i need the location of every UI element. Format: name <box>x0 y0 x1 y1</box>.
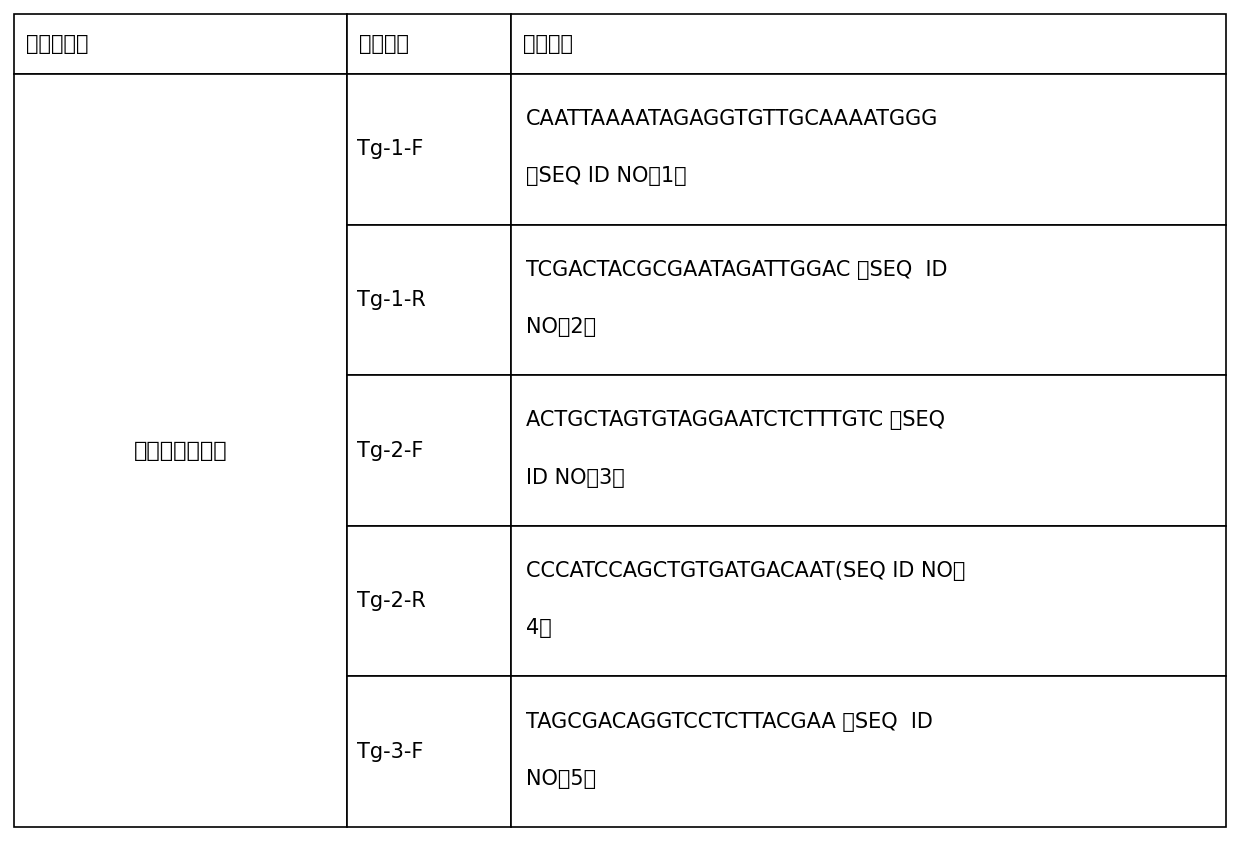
Text: 靶标病原体: 靶标病原体 <box>26 34 88 54</box>
Text: 引物序列: 引物序列 <box>523 34 573 54</box>
Text: TCGACTACGCGAATAGATTGGAC （SEQ  ID: TCGACTACGCGAATAGATTGGAC （SEQ ID <box>526 260 947 280</box>
Text: 金黄色葡萄球菌: 金黄色葡萄球菌 <box>134 441 227 461</box>
Text: Tg-2-R: Tg-2-R <box>357 591 427 611</box>
Text: CAATTAAAATAGAGGTGTTGCAAAATGGG: CAATTAAAATAGAGGTGTTGCAAAATGGG <box>526 109 939 130</box>
Bar <box>14 74 347 827</box>
Text: ACTGCTAGTGTAGGAATCTCTTTGTC （SEQ: ACTGCTAGTGTAGGAATCTCTTTGTC （SEQ <box>526 410 945 431</box>
Bar <box>347 676 511 827</box>
Text: Tg-2-F: Tg-2-F <box>357 441 424 461</box>
Text: Tg-3-F: Tg-3-F <box>357 742 424 762</box>
Text: Tg-1-R: Tg-1-R <box>357 290 427 309</box>
Bar <box>14 14 347 74</box>
Bar <box>511 375 1226 526</box>
Text: CCCATCCAGCTGTGATGACAAT(SEQ ID NO：: CCCATCCAGCTGTGATGACAAT(SEQ ID NO： <box>526 561 965 581</box>
Bar <box>347 375 511 526</box>
Text: ID NO：3）: ID NO：3） <box>526 468 625 488</box>
Bar <box>511 225 1226 375</box>
Bar <box>511 74 1226 225</box>
Bar <box>347 225 511 375</box>
Bar <box>347 526 511 676</box>
Text: Tg-1-F: Tg-1-F <box>357 140 424 159</box>
Bar <box>511 526 1226 676</box>
Bar <box>347 74 511 225</box>
Text: NO：5）: NO：5） <box>526 769 596 789</box>
Bar <box>511 14 1226 74</box>
Text: （SEQ ID NO：1）: （SEQ ID NO：1） <box>526 167 687 187</box>
Text: NO：2）: NO：2） <box>526 317 596 337</box>
Text: 4）: 4） <box>526 618 552 638</box>
Text: TAGCGACAGGTCCTCTTACGAA （SEQ  ID: TAGCGACAGGTCCTCTTACGAA （SEQ ID <box>526 711 932 732</box>
Text: 引物名称: 引物名称 <box>360 34 409 54</box>
Bar <box>511 676 1226 827</box>
Bar <box>347 14 511 74</box>
